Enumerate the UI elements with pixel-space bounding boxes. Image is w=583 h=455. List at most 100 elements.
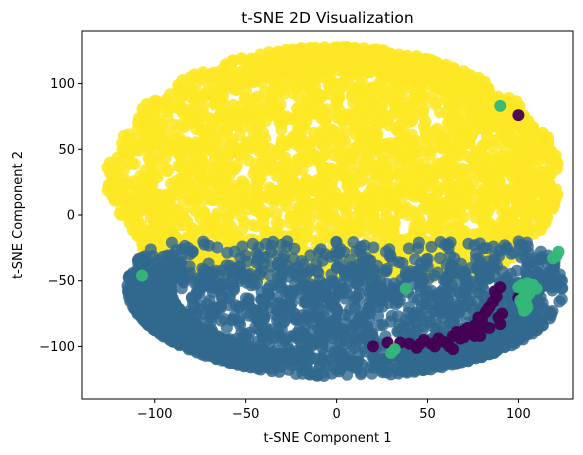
- scatter-point: [355, 217, 368, 230]
- scatter-point: [253, 266, 266, 279]
- scatter-point: [223, 209, 236, 222]
- scatter-point: [302, 302, 315, 315]
- scatter-point: [441, 155, 454, 167]
- scatter-point: [143, 141, 156, 154]
- scatter-point: [245, 354, 258, 367]
- scatter-point: [227, 98, 240, 111]
- scatter-point: [374, 319, 386, 332]
- scatter-point: [300, 139, 313, 152]
- chart-title: t-SNE 2D Visualization: [241, 9, 413, 27]
- scatter-point: [120, 133, 133, 146]
- scatter-point: [466, 91, 479, 103]
- scatter-point: [450, 302, 463, 315]
- scatter-point: [227, 179, 240, 192]
- scatter-point: [314, 243, 327, 256]
- scatter-point: [355, 268, 368, 281]
- scatter-point: [385, 309, 398, 322]
- scatter-point: [314, 136, 326, 148]
- scatter-point: [368, 189, 381, 202]
- scatter-point: [400, 266, 412, 278]
- scatter-point: [527, 123, 539, 136]
- scatter-point: [462, 276, 475, 288]
- scatter-point: [175, 214, 188, 227]
- scatter-point: [226, 271, 239, 284]
- scatter-point: [325, 162, 338, 175]
- scatter-point: [300, 173, 313, 186]
- scatter-point: [171, 325, 184, 338]
- scatter-point: [367, 340, 379, 353]
- scatter-point: [533, 144, 546, 157]
- scatter-point: [450, 326, 463, 338]
- scatter-point: [208, 162, 221, 175]
- scatter-point: [289, 217, 302, 230]
- scatter-point: [172, 79, 185, 91]
- scatter-point: [419, 124, 432, 137]
- scatter-point: [131, 122, 144, 135]
- scatter-point: [517, 204, 530, 217]
- scatter-point: [407, 291, 420, 304]
- scatter-point: [133, 144, 146, 157]
- scatter-point: [162, 215, 175, 228]
- scatter-point: [215, 226, 228, 239]
- scatter-point: [462, 237, 475, 250]
- scatter-point: [239, 249, 252, 262]
- scatter-point: [393, 106, 406, 119]
- scatter-point: [265, 245, 278, 258]
- scatter-point: [379, 245, 392, 258]
- scatter-point: [160, 205, 173, 217]
- scatter-point: [527, 252, 540, 265]
- scatter-point: [355, 119, 368, 132]
- scatter-point: [186, 139, 198, 152]
- scatter-point: [322, 49, 335, 61]
- scatter-point: [477, 242, 490, 255]
- scatter-point: [325, 268, 338, 281]
- scatter-point: [268, 297, 281, 310]
- scatter-point: [476, 215, 489, 228]
- scatter-point: [386, 154, 399, 167]
- scatter-point: [140, 300, 153, 313]
- scatter-point: [536, 126, 549, 139]
- scatter-point: [271, 257, 284, 269]
- scatter-point: [478, 151, 491, 164]
- scatter-point: [398, 182, 411, 195]
- scatter-point: [424, 145, 437, 158]
- scatter-point: [416, 203, 429, 216]
- scatter-point: [355, 175, 368, 187]
- scatter-point: [264, 153, 277, 166]
- scatter-point: [319, 179, 332, 192]
- scatter-point: [441, 117, 454, 130]
- scatter-point: [339, 292, 352, 305]
- scatter-point: [299, 278, 312, 291]
- scatter-point: [408, 308, 421, 320]
- scatter-point: [333, 257, 346, 270]
- scatter-point: [303, 332, 316, 345]
- scatter-point: [221, 246, 234, 259]
- scatter-point: [297, 258, 310, 271]
- scatter-point: [412, 93, 425, 106]
- scatter-point: [411, 63, 424, 75]
- scatter-point: [521, 141, 534, 154]
- scatter-point: [333, 103, 346, 116]
- scatter-point: [461, 322, 474, 334]
- scatter-point: [251, 103, 264, 116]
- scatter-point: [127, 266, 139, 279]
- scatter-point: [198, 308, 211, 321]
- scatter-point: [274, 148, 287, 161]
- scatter-point: [344, 303, 357, 316]
- scatter-point: [274, 76, 287, 89]
- scatter-point: [492, 90, 505, 103]
- scatter-point: [163, 277, 175, 290]
- scatter-point: [127, 292, 139, 304]
- scatter-point: [492, 311, 505, 324]
- scatter-point: [358, 97, 370, 110]
- scatter-point: [535, 314, 548, 327]
- scatter-point: [458, 288, 471, 301]
- scatter-point: [223, 292, 236, 305]
- scatter-point: [198, 238, 211, 251]
- scatter-point: [209, 125, 222, 138]
- scatter-point: [233, 315, 246, 328]
- scatter-point: [121, 176, 133, 189]
- scatter-point: [236, 223, 249, 236]
- scatter-point: [293, 99, 306, 112]
